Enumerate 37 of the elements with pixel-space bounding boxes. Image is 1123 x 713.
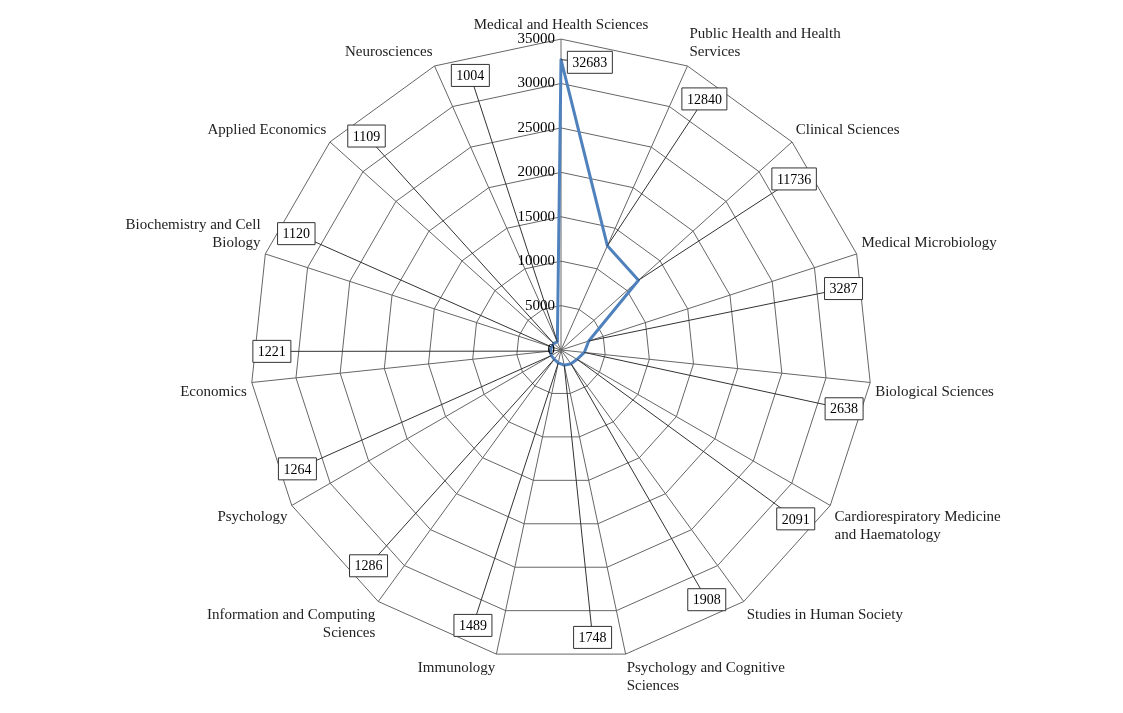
y-tick-label: 35000: [517, 30, 555, 47]
data-label: 11736: [776, 171, 812, 187]
spoke-label: Biological Sciences: [875, 382, 995, 399]
spoke-label: Immunology: [417, 658, 496, 675]
spoke-label: Neurosciences: [345, 43, 433, 60]
spoke-label: Information and Computing Sciences: [207, 605, 376, 640]
spoke-label: Economics: [180, 382, 247, 399]
data-label: 2091: [781, 511, 810, 527]
data-label: 1748: [578, 630, 607, 646]
data-label: 1109: [352, 128, 381, 144]
y-tick-label: 25000: [517, 118, 555, 135]
y-tick-label: 20000: [517, 163, 555, 180]
data-label: 1489: [458, 618, 487, 634]
spoke-label: Medical Microbiology: [861, 234, 998, 251]
spoke-label: Biochemistry and Cell Biology: [125, 216, 262, 251]
spoke-label: Public Health and Health Services: [689, 25, 842, 60]
spoke-label: Cardiorespiratory Medicine and Haematology: [834, 507, 1002, 542]
data-label: 12840: [686, 91, 722, 107]
data-label: 2638: [830, 401, 859, 417]
data-label: 1221: [257, 344, 286, 360]
y-tick-label: 30000: [517, 74, 555, 91]
y-tick-label: 5000: [525, 296, 555, 313]
data-label: 1120: [282, 226, 311, 242]
spoke-label: Psychology and Cognitive Sciences: [626, 658, 786, 693]
data-label: 1908: [692, 592, 721, 608]
spoke-label: Clinical Sciences: [795, 120, 900, 137]
spoke-label: Applied Economics: [207, 120, 327, 137]
y-tick-label: 10000: [517, 252, 555, 269]
data-label: 32683: [572, 54, 608, 70]
data-label: 3287: [829, 281, 858, 297]
spoke-label: Studies in Human Society: [746, 605, 904, 622]
data-label: 1286: [354, 558, 383, 574]
spoke-label: Psychology: [217, 507, 288, 524]
data-label: 1004: [456, 68, 485, 84]
data-label: 1264: [283, 461, 312, 477]
y-tick-label: 15000: [517, 207, 555, 224]
spoke-label: Medical and Health Sciences: [473, 16, 649, 33]
